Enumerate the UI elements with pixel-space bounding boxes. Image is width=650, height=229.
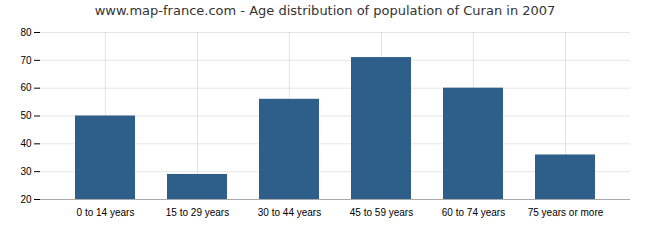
svg-text:70: 70 [20, 55, 32, 66]
svg-text:30: 30 [20, 166, 32, 177]
svg-text:60 to 74 years: 60 to 74 years [442, 207, 505, 218]
svg-text:60: 60 [20, 82, 32, 93]
html-text:www.map-france.com - Age distr: www.map-france.com - Age distribution of… [94, 3, 556, 18]
svg-text:30 to 44 years: 30 to 44 years [258, 207, 321, 218]
svg-text:0 to 14 years: 0 to 14 years [77, 207, 135, 218]
svg-text:20: 20 [20, 194, 32, 205]
svg-text:15 to 29 years: 15 to 29 years [166, 207, 229, 218]
svg-text:50: 50 [20, 110, 32, 121]
svg-text:45 to 59 years: 45 to 59 years [350, 207, 413, 218]
svg-text:75 years or more: 75 years or more [528, 207, 604, 218]
svg-text:40: 40 [20, 138, 32, 149]
svg-text:80: 80 [20, 27, 32, 38]
